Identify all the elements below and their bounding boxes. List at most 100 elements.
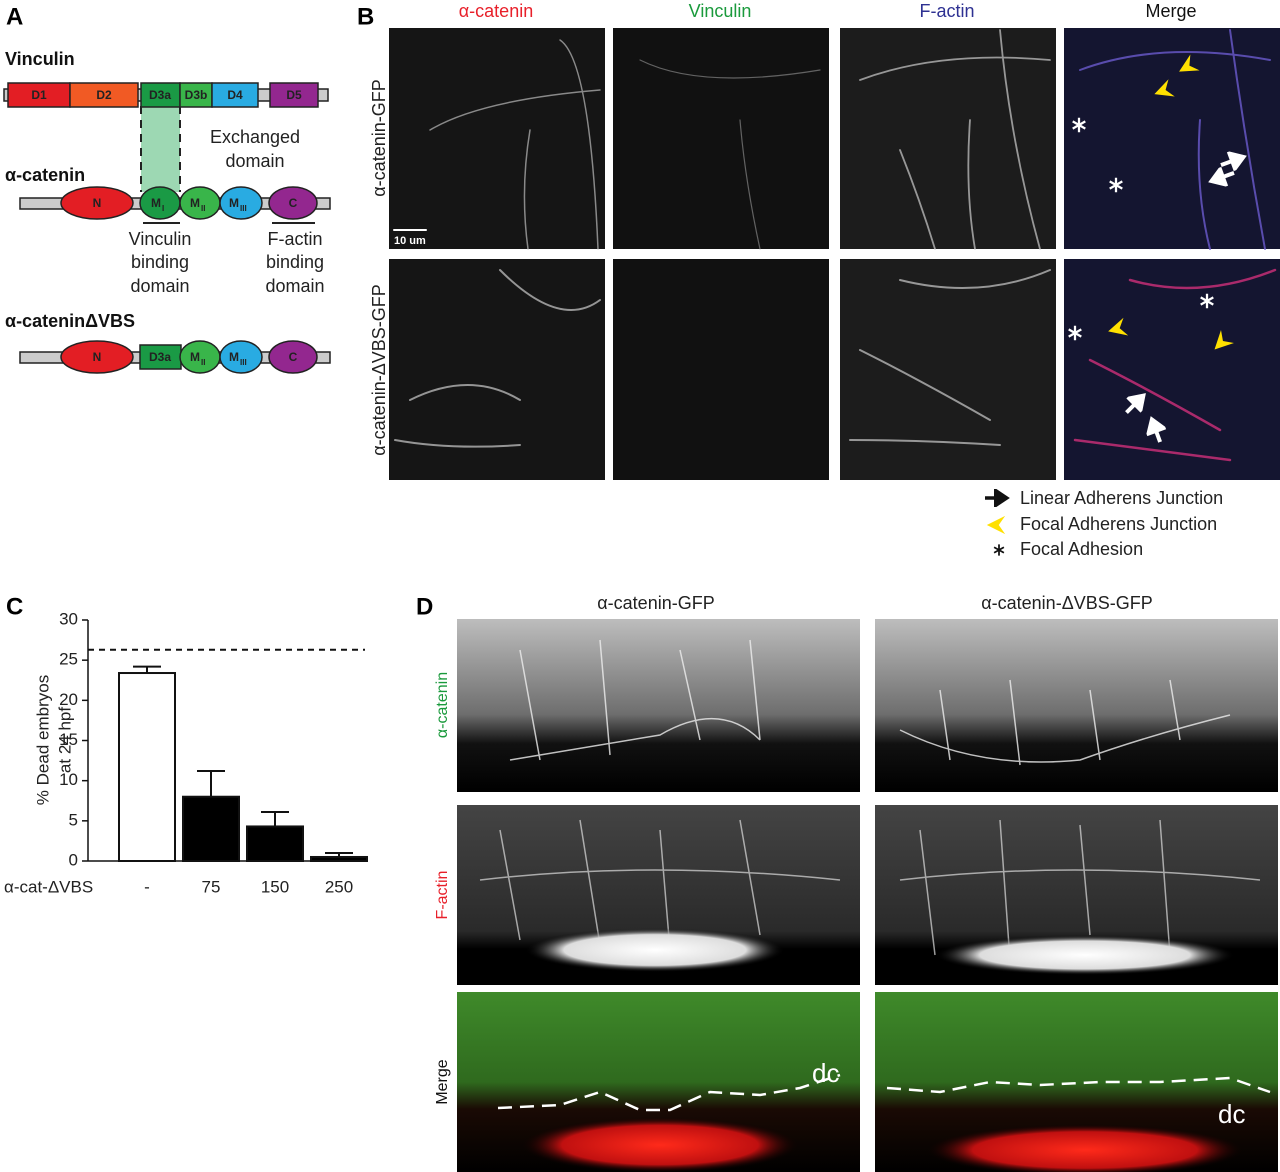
domain-label: D4 xyxy=(227,88,243,102)
cell-edge xyxy=(1073,268,1277,462)
bar xyxy=(246,825,304,862)
domain-label: M xyxy=(151,196,161,210)
domain-label: C xyxy=(289,350,298,364)
domain xyxy=(268,340,318,374)
bar xyxy=(310,855,368,863)
domain-label: D3a xyxy=(149,88,171,102)
panel-a: Vinculin D1 D2 D3a D3b D4 D5 Exchanged d… xyxy=(3,49,331,374)
annotation: binding xyxy=(131,252,189,272)
domain xyxy=(211,82,259,108)
domain-subscript: II xyxy=(201,204,205,213)
panel-label: D xyxy=(416,593,433,620)
legend-label: Linear Adherens Junction xyxy=(1020,488,1223,508)
row-label: Merge xyxy=(434,1059,451,1104)
annotation: domain xyxy=(265,276,324,296)
domain-label: D3b xyxy=(185,88,208,102)
x-tick-label: 250 xyxy=(325,877,353,896)
legend-symbol xyxy=(993,543,1005,557)
domain-label: D1 xyxy=(31,88,47,102)
boundary-line xyxy=(497,1073,841,1112)
annotation: F-actin xyxy=(267,229,322,249)
protein-title: α-cateninΔVBS xyxy=(5,311,135,331)
row-label: α-catenin xyxy=(434,672,451,738)
panel-label: B xyxy=(357,3,374,30)
annotation: dc xyxy=(1218,1099,1245,1129)
cell-edge xyxy=(899,819,1261,961)
domain xyxy=(139,344,182,370)
domain-subscript: III xyxy=(240,358,247,367)
annotation: binding xyxy=(266,252,324,272)
domain xyxy=(268,186,318,220)
micrograph xyxy=(840,28,1056,249)
signal xyxy=(935,935,1235,975)
domain-label: M xyxy=(229,350,239,364)
y-tick-label: 0 xyxy=(69,850,78,869)
domain xyxy=(140,82,181,108)
column-header: α-catenin xyxy=(459,1,533,21)
row-label: α-catenin-GFP xyxy=(369,79,389,196)
micrograph xyxy=(613,28,829,249)
cell-edge xyxy=(639,59,821,250)
domain-label: N xyxy=(93,350,102,364)
scale-bar-label: 10 um xyxy=(394,235,426,247)
domain-subscript: II xyxy=(201,358,205,367)
y-tick-label: 5 xyxy=(69,810,78,829)
y-tick-label: 15 xyxy=(59,730,78,749)
domain-subscript: III xyxy=(240,204,247,213)
y-tick-label: 20 xyxy=(59,690,78,709)
annotation: domain xyxy=(225,151,284,171)
column-header: F-actin xyxy=(919,1,974,21)
row-label: α-catenin-ΔVBS-GFP xyxy=(369,284,389,455)
micrograph xyxy=(840,259,1056,480)
exchange-highlight xyxy=(141,106,180,192)
domain-label: M xyxy=(190,350,200,364)
panel-label: A xyxy=(6,3,23,30)
cell-edge xyxy=(394,269,601,448)
panel-b: α-catenin Vinculin F-actin Merge α-caten… xyxy=(369,1,1280,559)
panel-label: C xyxy=(6,593,23,620)
x-tick-label: - xyxy=(144,877,150,896)
legend-label: Focal Adhesion xyxy=(1020,539,1143,559)
signal xyxy=(520,1117,800,1172)
annotation: dc xyxy=(812,1058,839,1088)
y-tick-label: 30 xyxy=(59,609,78,628)
domain-label: M xyxy=(190,196,200,210)
column-header: α-catenin-ΔVBS-GFP xyxy=(981,593,1152,613)
micrograph xyxy=(1064,28,1280,249)
panel-c: 0 5 10 15 20 25 30 % Dead embryos at 24 hpf α-cat… xyxy=(4,609,368,896)
protein-title: α-catenin xyxy=(5,165,85,185)
y-tick-label: 25 xyxy=(59,650,78,669)
bar xyxy=(182,795,240,863)
cell-edge xyxy=(899,679,1231,766)
domain-label: D2 xyxy=(96,88,112,102)
domain-label: C xyxy=(289,196,298,210)
micrographs xyxy=(389,28,1280,480)
domain xyxy=(219,340,263,374)
x-axis-title: α-cat-ΔVBS xyxy=(4,877,93,896)
micrograph xyxy=(613,259,829,480)
annotation: domain xyxy=(130,276,189,296)
domain xyxy=(60,186,134,220)
boundary-line xyxy=(886,1076,1271,1094)
x-tick-label: 150 xyxy=(261,877,289,896)
annotation: Exchanged xyxy=(210,127,300,147)
x-tick-label: 75 xyxy=(202,877,221,896)
domain-label: D3a xyxy=(149,350,171,364)
column-header: Vinculin xyxy=(689,1,752,21)
domain xyxy=(269,82,319,108)
signal xyxy=(525,928,785,972)
micrograph xyxy=(389,28,605,249)
y-tick-label: 10 xyxy=(59,770,78,789)
column-header: Merge xyxy=(1145,1,1196,21)
y-axis-title: at 24 hpf xyxy=(55,707,74,773)
legend-symbol xyxy=(985,489,1009,507)
row-label: F-actin xyxy=(434,871,451,920)
micrograph xyxy=(875,619,1278,792)
micrograph xyxy=(389,259,605,480)
cell-edge xyxy=(509,639,761,761)
domain xyxy=(219,186,263,220)
legend-symbol xyxy=(986,515,1006,535)
domain xyxy=(69,82,139,108)
legend-label: Focal Adherens Junction xyxy=(1020,514,1217,534)
